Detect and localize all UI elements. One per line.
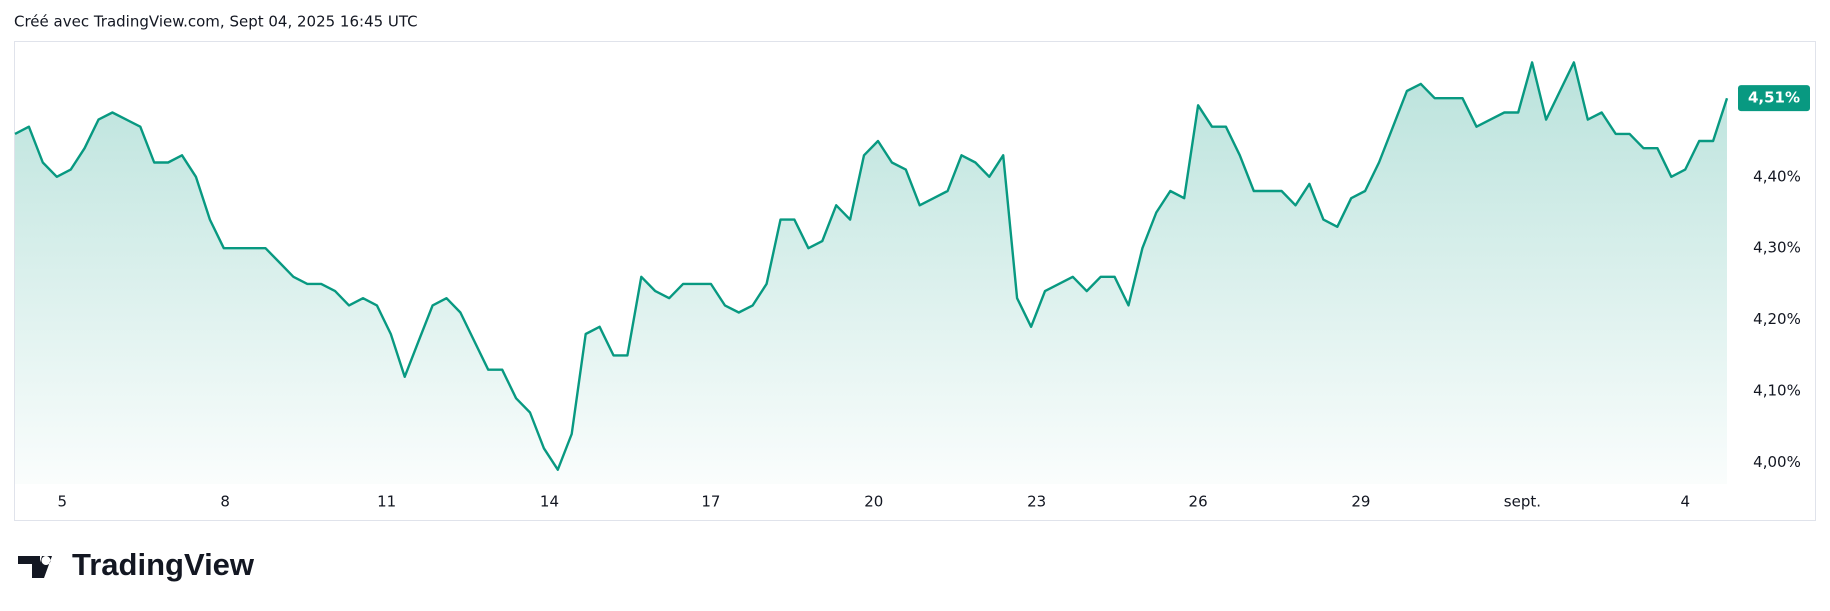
y-tick-label: 4,20% <box>1753 310 1801 328</box>
y-tick-label: 4,30% <box>1753 239 1801 257</box>
x-tick-label: 26 <box>1189 493 1208 511</box>
x-tick-label: 8 <box>220 493 230 511</box>
x-tick-label: 14 <box>540 493 559 511</box>
x-tick-label: 5 <box>58 493 68 511</box>
chart-frame <box>14 41 1816 521</box>
price-line <box>14 61 1729 471</box>
logo-icon <box>18 556 52 578</box>
area-fill <box>15 62 1727 485</box>
brand-logo: TradingView <box>18 547 255 582</box>
x-tick-label: sept. <box>1504 493 1541 511</box>
y-tick-label: 4,10% <box>1753 382 1801 400</box>
brand-name: TradingView <box>72 547 255 582</box>
y-tick-label: 4,40% <box>1753 167 1801 185</box>
y-tick-label: 4,00% <box>1753 453 1801 471</box>
x-tick-label: 11 <box>377 493 396 511</box>
last-price-label: 4,51% <box>1748 89 1800 107</box>
x-tick-label: 4 <box>1680 493 1690 511</box>
x-tick-label: 20 <box>864 493 883 511</box>
header: Créé avec TradingView.com, Sept 04, 2025… <box>14 13 418 31</box>
last-price-tag <box>1738 85 1810 112</box>
x-tick-label: 17 <box>701 493 720 511</box>
x-tick-label: 23 <box>1027 493 1046 511</box>
x-tick-label: 29 <box>1351 493 1370 511</box>
